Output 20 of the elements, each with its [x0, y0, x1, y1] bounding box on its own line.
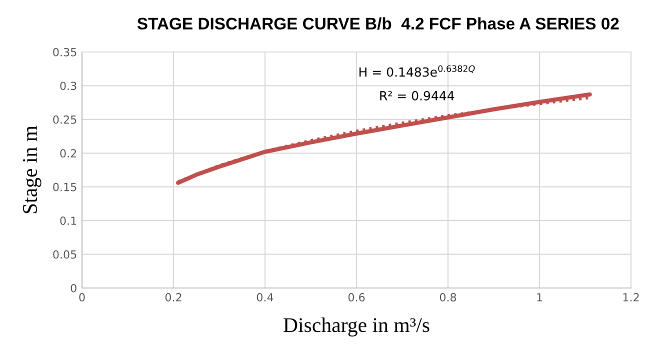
x-tick-label: 0.2 [165, 293, 182, 302]
y-tick-label: 0 [70, 284, 76, 292]
y-tick-label: 0.25 [53, 115, 76, 124]
annotation: R² = 0.9444 [380, 91, 454, 100]
y-tick-label: 0.2 [60, 149, 76, 158]
x-tick-label: 0.6 [348, 293, 365, 302]
y-tick-label: 0.3 [60, 82, 76, 90]
x-axis-title: Discharge in m³/s [284, 318, 430, 336]
chart-title: STAGE DISCHARGE CURVE B/b 4.2 FCF Phase A SERIES 02 [137, 17, 619, 30]
x-tick-label: 0 [79, 293, 85, 302]
x-tick-label: 1.2 [623, 293, 639, 302]
x-tick-label: 0.8 [440, 293, 456, 302]
x-tick-label: 0.4 [256, 293, 274, 302]
y-axis-title: Stage in m [22, 126, 42, 214]
y-tick-label: 0.05 [53, 250, 76, 259]
y-tick-label: 0.1 [60, 216, 76, 225]
y-tick-label: 0.15 [53, 182, 76, 192]
annotation: H = 0.1483e$^{0.6382Q}$ [359, 65, 475, 77]
y-tick-label: 0.35 [53, 48, 76, 56]
x-tick-label: 1 [537, 293, 542, 302]
